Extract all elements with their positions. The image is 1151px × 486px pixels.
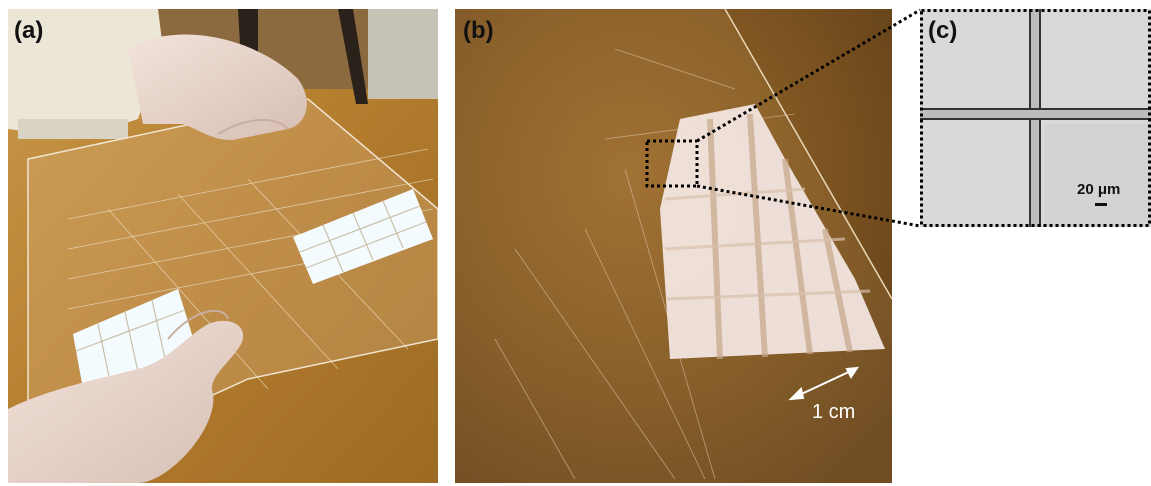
chair-leg	[338, 9, 368, 104]
glove-bottom	[8, 320, 244, 483]
shaded-region	[1045, 124, 1151, 227]
lab-coat-cuff	[18, 119, 128, 139]
scale-arrow-1cm	[788, 366, 860, 401]
light-reflection-left	[73, 289, 198, 389]
glove-finger-line	[167, 309, 229, 340]
glove-finger-line	[217, 118, 289, 135]
background-cabinet	[368, 9, 438, 99]
photo-a-drawing	[8, 9, 438, 483]
scale-bar-label-1cm: 1 cm	[812, 401, 856, 423]
panel-label-a: (a)	[14, 17, 44, 44]
panel-label-c: (c)	[928, 17, 958, 44]
lab-coat-sleeve	[8, 9, 163, 139]
channel-horizontal	[920, 109, 1151, 119]
zoom-region-box	[645, 139, 699, 188]
photo-panel-a: (a)	[8, 9, 438, 483]
panel-label-b: (b)	[463, 17, 494, 44]
micrograph-border	[920, 9, 1151, 227]
micrograph-drawing	[920, 9, 1151, 227]
glass-grid-lines	[494, 48, 796, 480]
glove-top	[128, 34, 307, 141]
glass-grid-lines	[67, 148, 434, 390]
scale-bar-label-20um: 20 μm	[1077, 181, 1121, 198]
scale-bar-20um	[1095, 203, 1107, 206]
light-reflection-right	[293, 189, 433, 284]
photo-panel-b: (b) 1 cm	[455, 9, 892, 483]
micrograph-panel-c: (c) 20 μm	[920, 9, 1151, 227]
